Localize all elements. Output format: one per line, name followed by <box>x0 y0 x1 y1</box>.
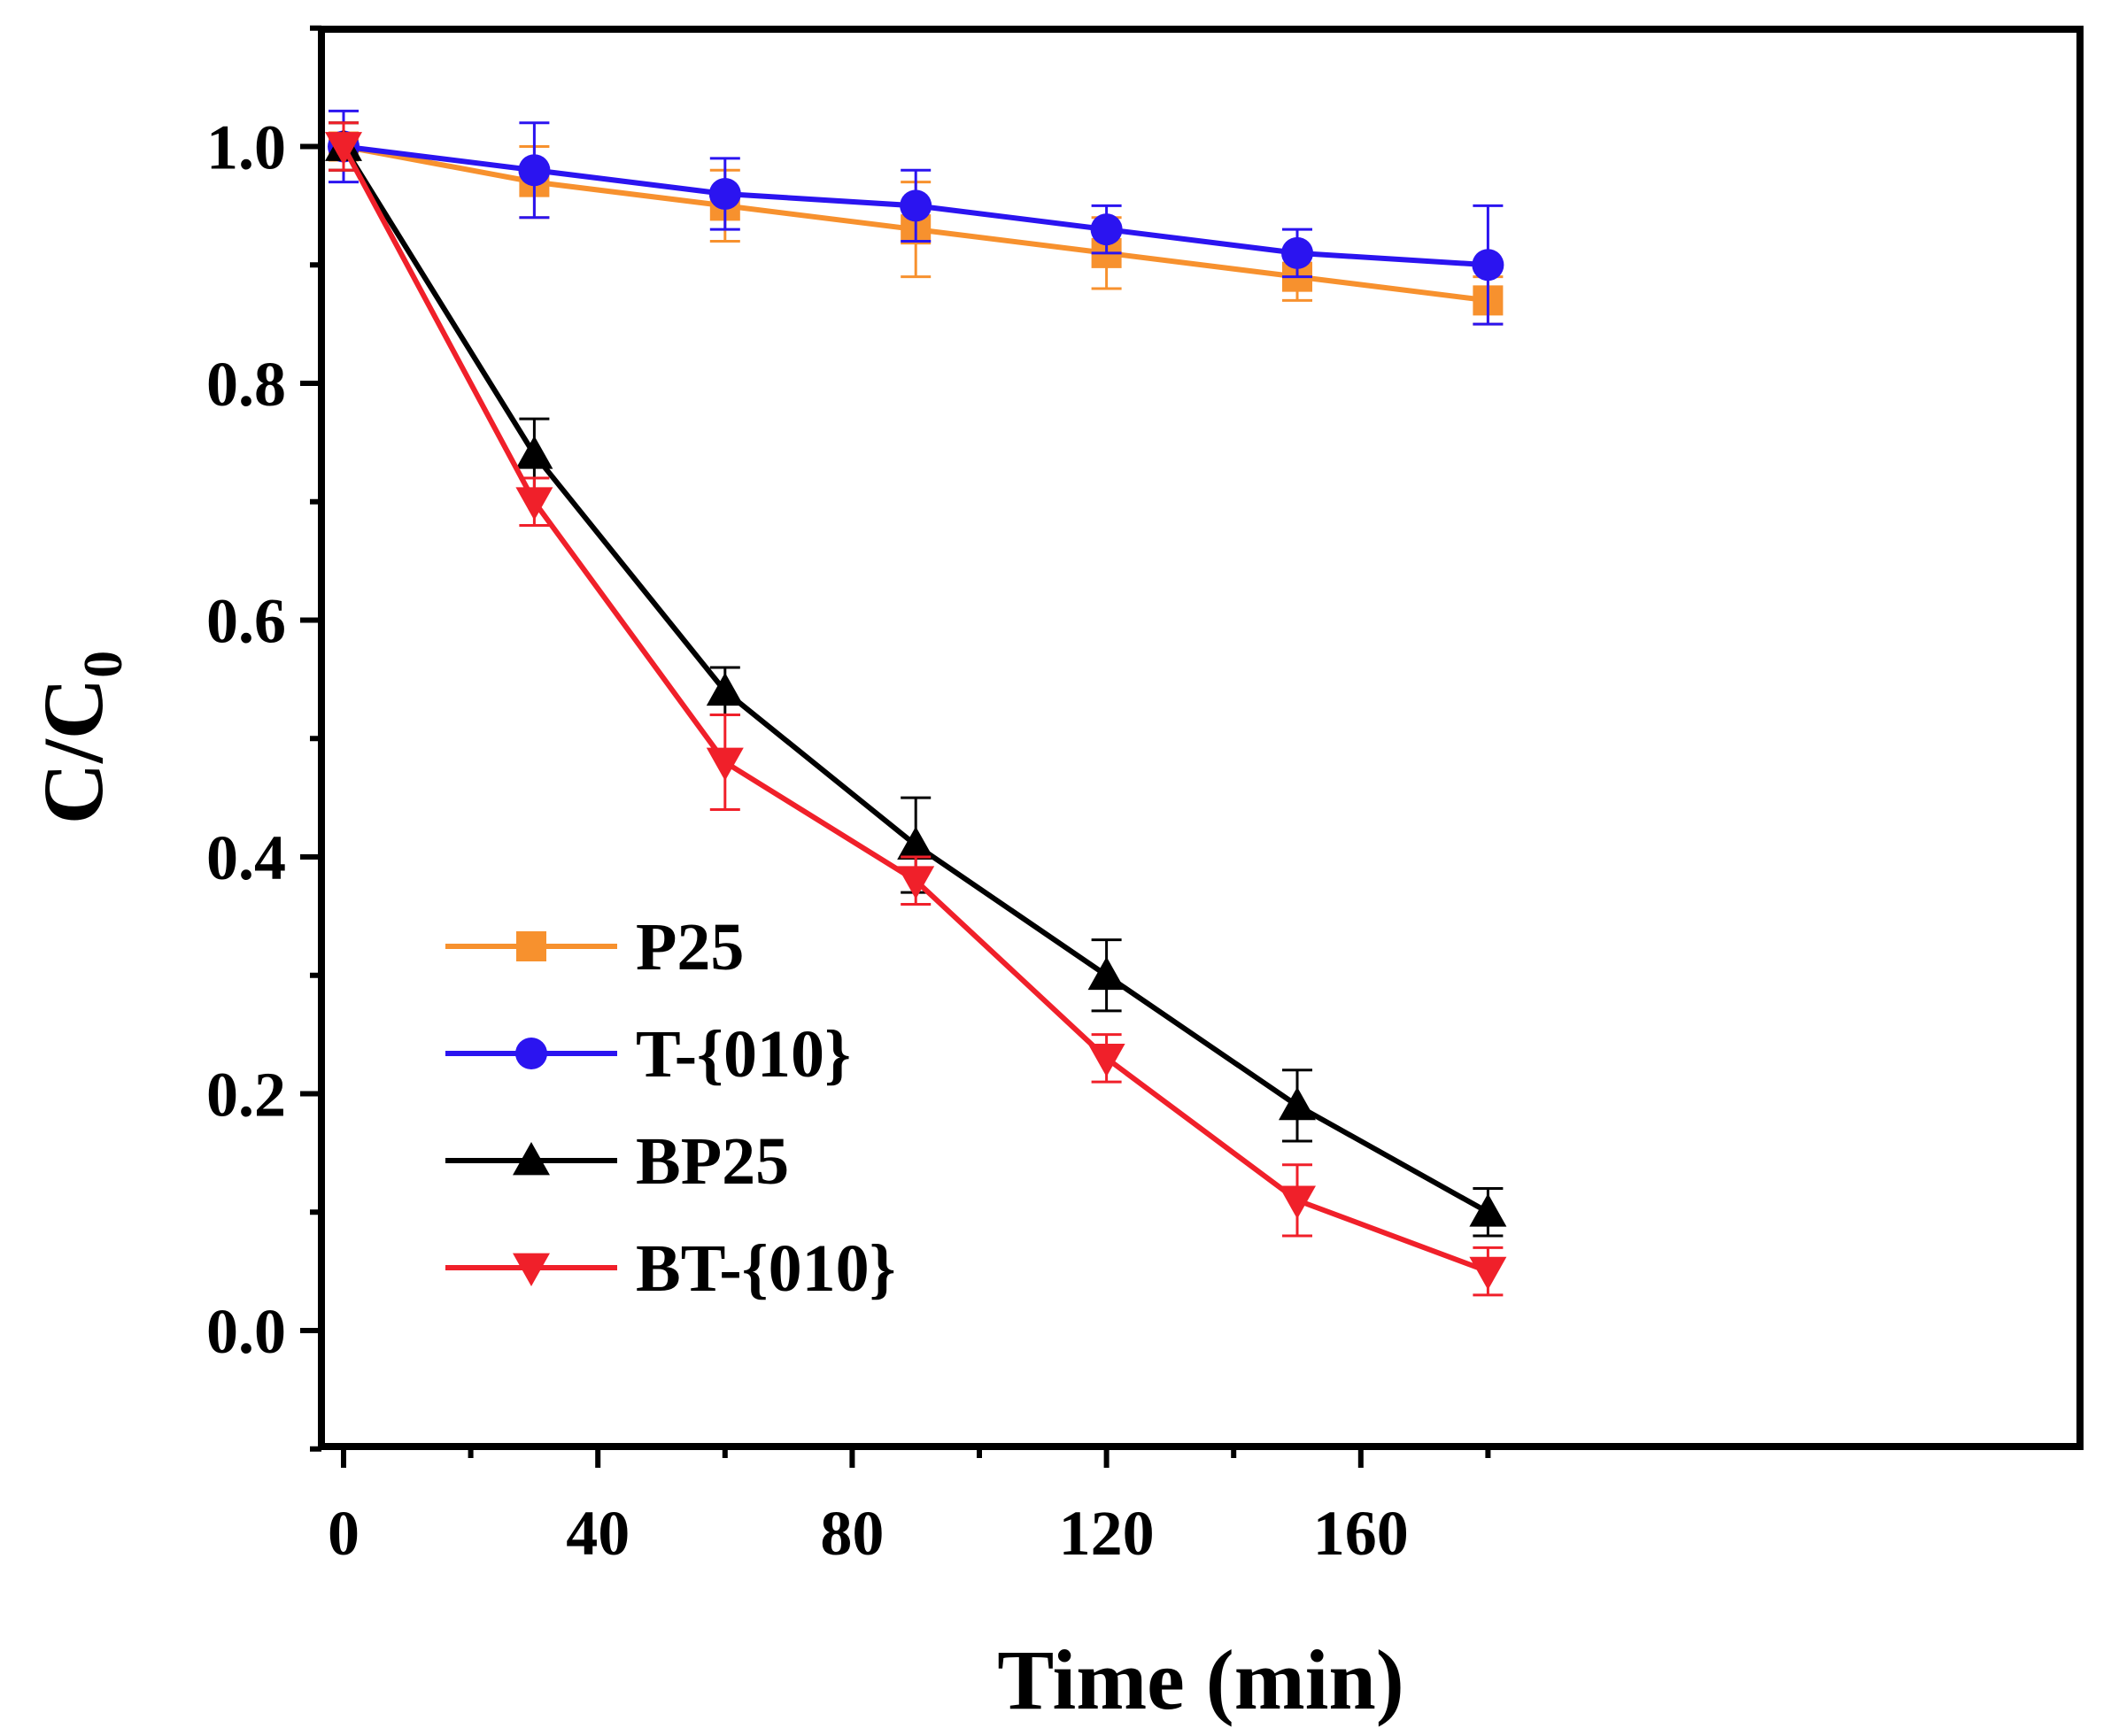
data-point <box>900 189 932 222</box>
legend-marker <box>513 1142 550 1176</box>
legend-marker <box>513 1253 550 1286</box>
legend-label: P25 <box>636 910 744 984</box>
x-tick-label: 120 <box>1059 1498 1155 1569</box>
data-point <box>1279 1086 1316 1121</box>
legend-item: BP25 <box>445 1124 789 1199</box>
data-point <box>1087 956 1125 991</box>
x-tick-label: 80 <box>820 1498 884 1569</box>
y-tick-label: 1.0 <box>206 112 286 183</box>
series-layer <box>325 109 1507 1297</box>
x-tick-label: 40 <box>566 1498 630 1569</box>
y-axis-ticks: 0.0 0.2 0.4 0.6 0.8 1.0 <box>206 25 321 1452</box>
data-point <box>897 826 935 860</box>
legend-marker <box>515 1038 547 1069</box>
data-point <box>706 747 744 781</box>
data-point <box>1087 1043 1125 1077</box>
legend-label: T-{010} <box>636 1017 851 1092</box>
series-BT-{010} <box>325 121 1507 1297</box>
legend-item: T-{010} <box>445 1017 851 1092</box>
y-tick-label: 0.0 <box>206 1296 286 1367</box>
y-tick-label: 0.4 <box>206 822 286 893</box>
legend-item: P25 <box>445 910 744 984</box>
data-point <box>1281 236 1313 269</box>
legend-label: BP25 <box>636 1124 789 1199</box>
data-point <box>897 866 935 899</box>
y-tick-label: 0.6 <box>206 586 286 657</box>
legend-marker <box>516 931 546 961</box>
x-tick-label: 160 <box>1313 1498 1409 1569</box>
y-tick-label: 0.8 <box>206 349 286 420</box>
y-axis-title-subscript: 0 <box>73 651 134 678</box>
y-axis-title-main: C/C <box>26 678 120 824</box>
data-point <box>515 487 553 521</box>
y-tick-label: 0.2 <box>206 1060 286 1130</box>
data-point <box>1469 1193 1507 1227</box>
legend-item: BT-{010} <box>445 1231 896 1306</box>
data-point <box>1469 1256 1507 1291</box>
x-axis-ticks: 0 40 80 120 160 <box>328 1447 1491 1569</box>
data-point <box>708 178 741 210</box>
x-axis-title: Time (min) <box>997 1632 1404 1727</box>
legend: P25 T-{010} BP25 BT-{010} <box>445 910 896 1306</box>
series-BP25 <box>325 121 1507 1238</box>
data-point <box>325 132 362 166</box>
data-point <box>518 154 551 187</box>
data-point <box>1090 213 1123 246</box>
x-tick-label: 0 <box>328 1498 360 1569</box>
data-point <box>1472 249 1504 282</box>
y-axis-title: C/C0 <box>26 651 134 824</box>
legend-label: BT-{010} <box>636 1231 896 1306</box>
series-line <box>341 145 1489 1274</box>
data-point <box>515 436 553 469</box>
data-point <box>706 672 744 706</box>
series-T-{010} <box>328 109 1504 326</box>
data-point <box>1279 1185 1316 1219</box>
